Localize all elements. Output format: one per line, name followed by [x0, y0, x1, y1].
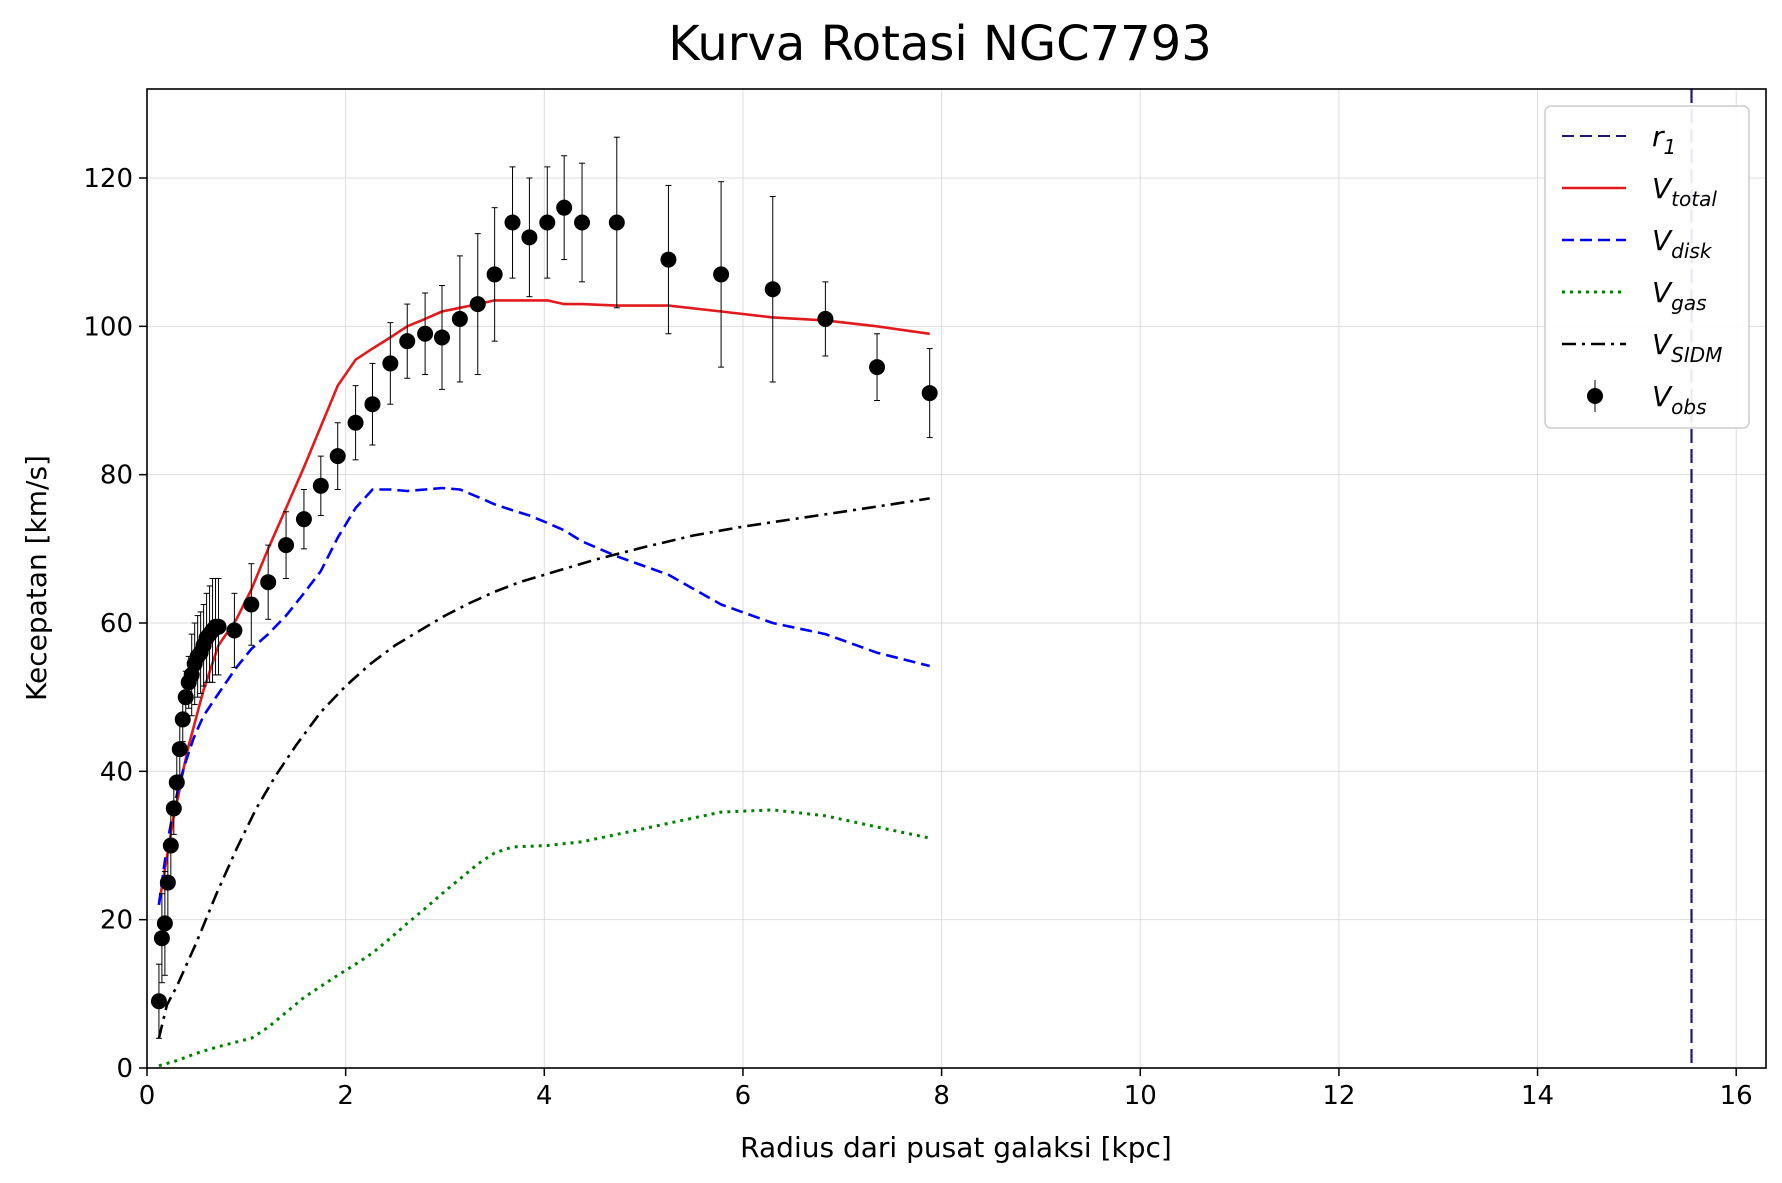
obs-point — [764, 281, 781, 298]
y-tick-label: 120 — [83, 164, 133, 194]
x-tick-label: 0 — [139, 1081, 156, 1111]
axis-ticks: 0 2 4 6 8 10 12 14 16 0 20 40 60 80 100 120 — [83, 164, 1752, 1111]
obs-point — [159, 874, 176, 891]
obs-point — [278, 537, 295, 554]
legend-label-gas: Vgas — [1652, 276, 1707, 315]
obs-point — [312, 477, 329, 494]
obs-point — [364, 396, 381, 413]
x-tick-label: 4 — [536, 1081, 553, 1111]
obs-point — [869, 359, 886, 376]
obs-point — [486, 266, 503, 283]
x-tick-label: 14 — [1521, 1081, 1554, 1111]
y-tick-label: 20 — [100, 906, 133, 936]
axes-frame — [146, 88, 1767, 1069]
obs-point — [608, 214, 625, 231]
obs-point — [153, 930, 170, 947]
obs-point — [171, 741, 188, 758]
y-tick-label: 40 — [100, 757, 133, 787]
obs-point — [574, 214, 591, 231]
obs-point — [556, 199, 573, 216]
obs-point — [226, 622, 243, 639]
obs-point — [210, 618, 227, 635]
y-tick-label: 80 — [100, 461, 133, 491]
x-tick-label: 6 — [735, 1081, 752, 1111]
obs-point — [168, 774, 185, 791]
obs-point — [417, 325, 434, 342]
x-tick-label: 16 — [1720, 1081, 1753, 1111]
obs-point — [295, 511, 312, 528]
legend-marker-obs — [1587, 388, 1603, 404]
obs-point — [921, 385, 938, 402]
obs-point — [150, 993, 167, 1010]
obs-point — [399, 333, 416, 350]
series-line-total — [157, 299, 930, 906]
legend: r1 Vtotal Vdisk Vgas VSIDM Vobs — [1544, 105, 1750, 429]
legend-label-total: Vtotal — [1652, 172, 1717, 211]
x-tick-label: 10 — [1124, 1081, 1157, 1111]
obs-point — [713, 266, 730, 283]
legend-label-sidm: VSIDM — [1652, 328, 1722, 367]
x-tick-label: 8 — [933, 1081, 950, 1111]
obs-point — [162, 837, 179, 854]
obs-point — [177, 689, 194, 706]
obs-point — [660, 251, 677, 268]
obs-point — [521, 229, 538, 246]
legend-label-obs: Vobs — [1652, 380, 1707, 419]
obs-point — [433, 329, 450, 346]
series-line-sidm — [157, 497, 930, 1039]
obs-point — [329, 448, 346, 465]
y-tick-label: 100 — [83, 312, 133, 342]
obs-point — [469, 296, 486, 313]
plot-area — [150, 89, 1693, 1068]
obs-point — [174, 711, 191, 728]
chart-title: Kurva Rotasi NGC7793 — [668, 16, 1212, 72]
obs-point — [347, 414, 364, 431]
x-tick-label: 12 — [1322, 1081, 1355, 1111]
x-tick-label: 2 — [337, 1081, 354, 1111]
obs-point — [156, 915, 173, 932]
obs-point — [382, 355, 399, 372]
y-tick-label: 60 — [100, 609, 133, 639]
obs-point — [165, 800, 182, 817]
y-tick-label: 0 — [116, 1054, 133, 1084]
obs-point — [817, 310, 834, 327]
legend-label-r1: r1 — [1652, 120, 1676, 159]
obs-point — [451, 310, 468, 327]
obs-point — [243, 596, 260, 613]
y-axis-label: Kecepatan [km/s] — [20, 455, 53, 701]
series-line-disk — [157, 486, 931, 905]
x-axis-label: Radius dari pusat galaksi [kpc] — [740, 1131, 1172, 1164]
obs-point — [539, 214, 556, 231]
legend-box — [1544, 105, 1750, 429]
obs-point — [260, 574, 277, 591]
legend-label-disk: Vdisk — [1652, 224, 1713, 263]
obs-point — [504, 214, 521, 231]
